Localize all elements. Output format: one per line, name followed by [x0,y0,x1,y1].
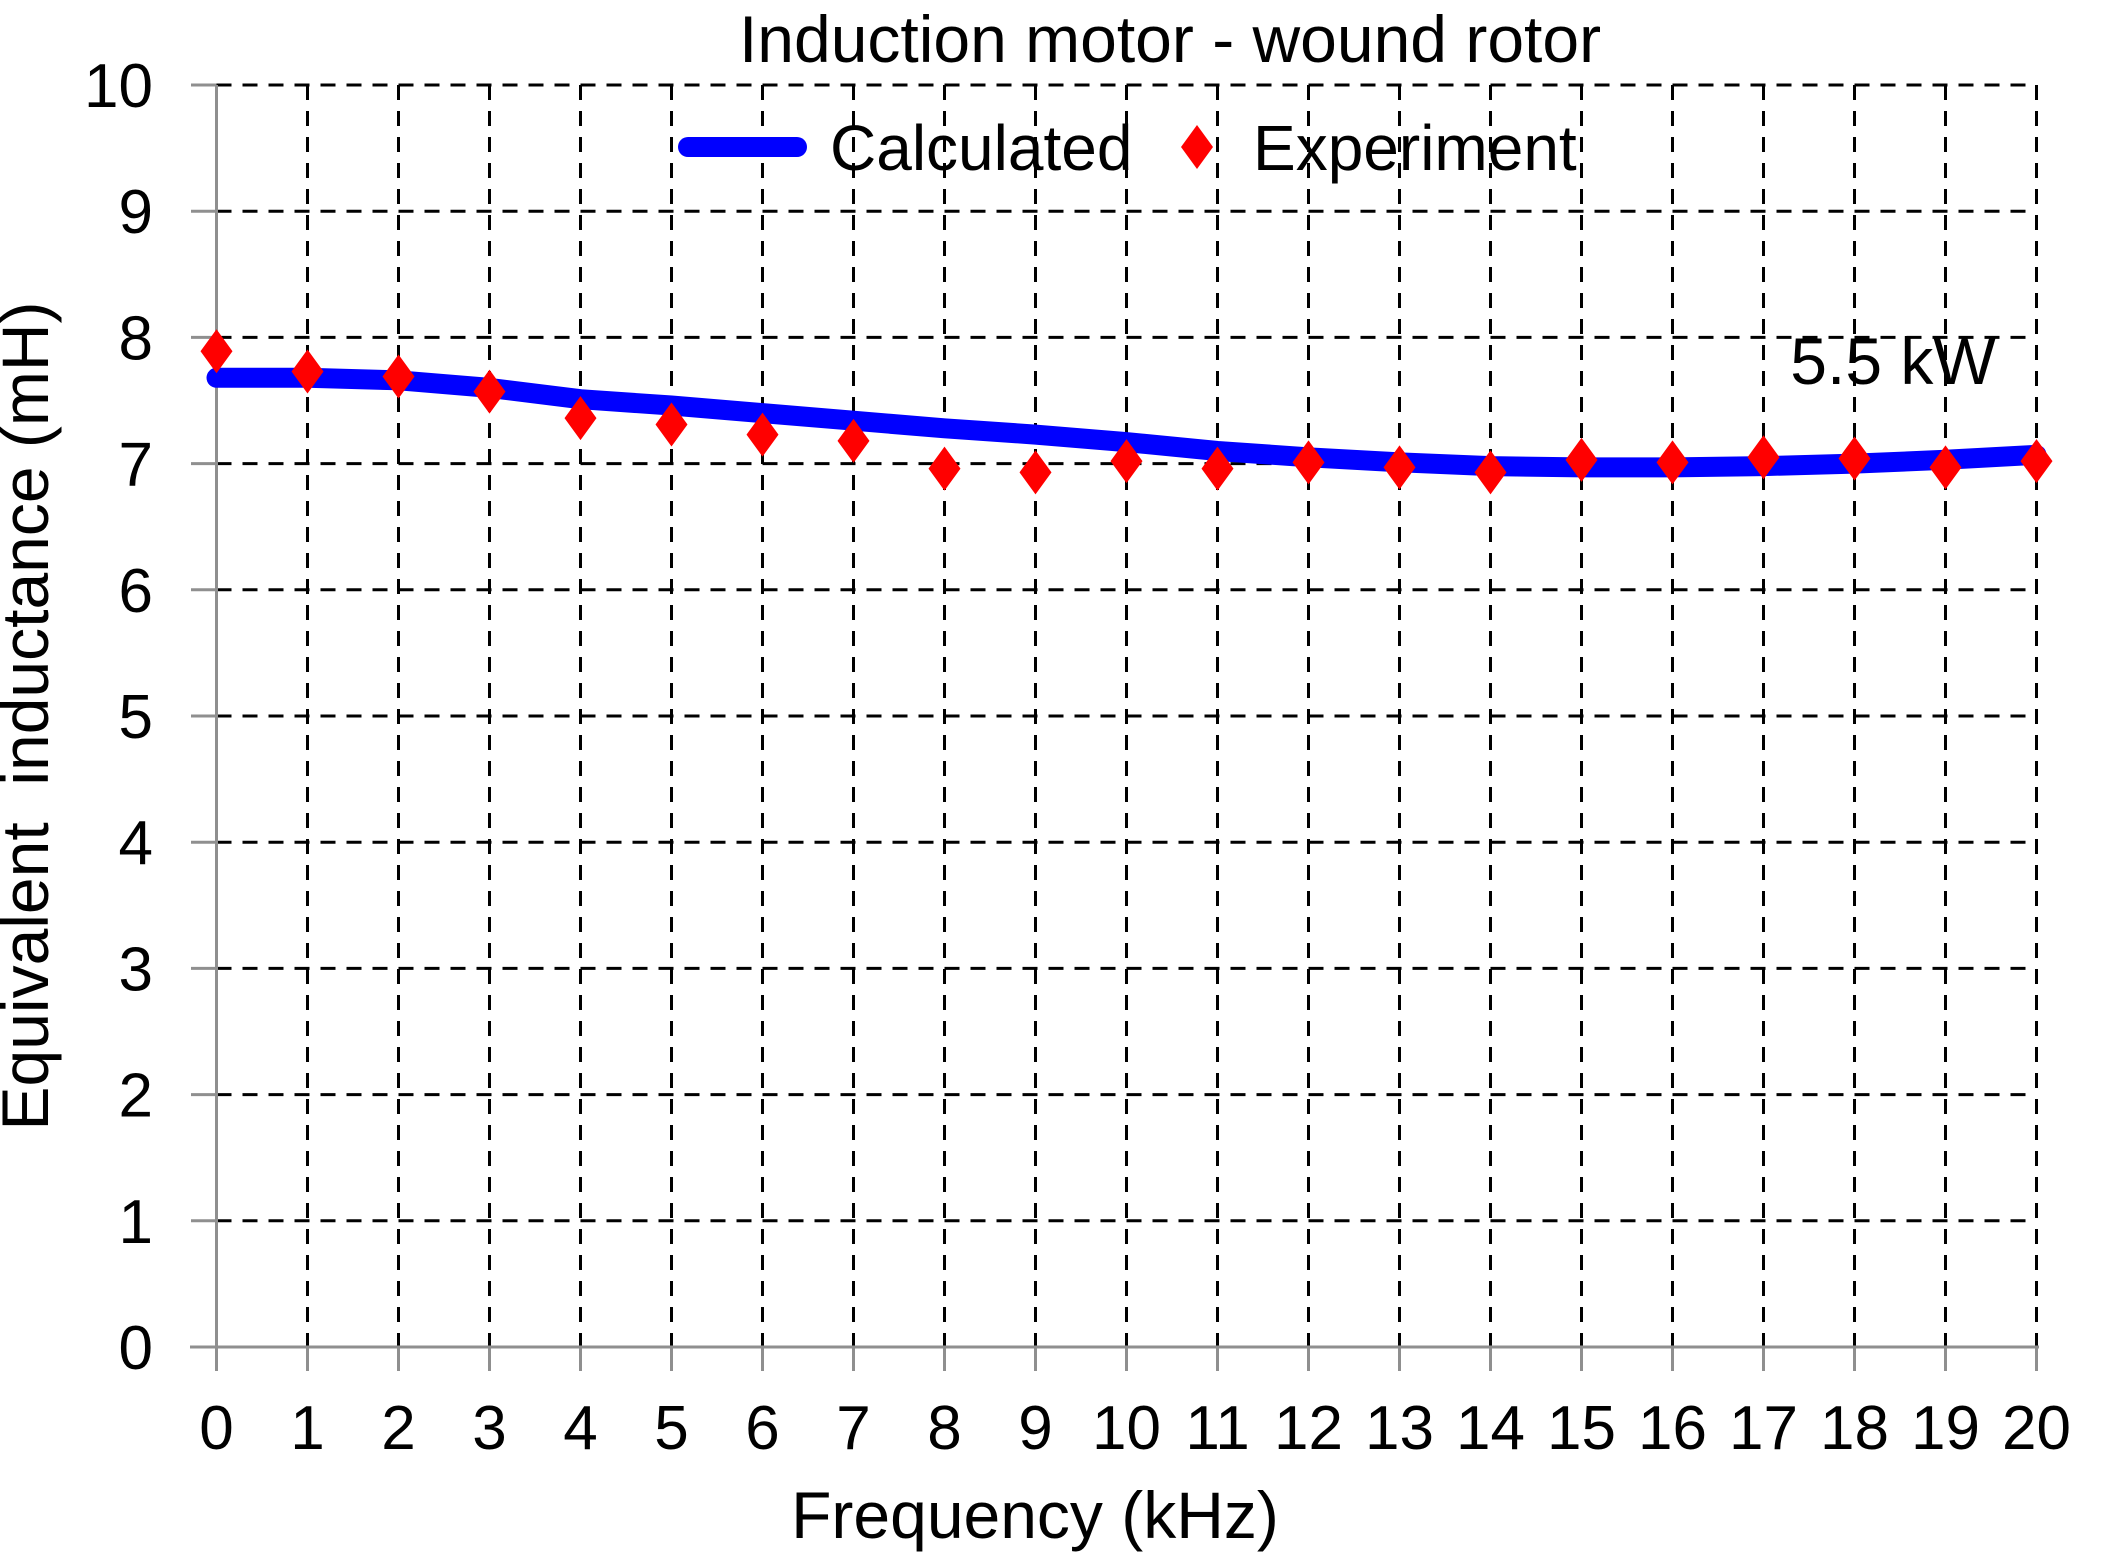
x-tick-label: 16 [1638,1394,1707,1463]
x-tick-label: 9 [1018,1394,1052,1463]
experiment-point [1383,445,1416,490]
x-tick-label: 20 [2002,1394,2071,1463]
experiment-point [655,402,688,447]
y-tick-label: 5 [119,683,153,752]
x-tick-label: 7 [836,1394,870,1463]
x-tick-label: 11 [1185,1394,1249,1463]
y-tick-label: 2 [119,1062,153,1131]
chart-title: Induction motor - wound rotor [739,2,1601,76]
legend-diamond-sample-icon [1181,125,1213,169]
x-tick-label: 13 [1365,1394,1434,1463]
experiment-point [837,418,870,463]
experiment-point [1656,440,1689,485]
experiment-point [291,349,324,394]
x-tick-label: 0 [199,1394,233,1463]
experiment-point [1747,435,1780,480]
data-series [200,329,2053,495]
y-tick-label: 10 [84,52,153,121]
y-tick-label: 1 [119,1188,153,1257]
x-tick-label: 3 [472,1394,506,1463]
tick-labels: 0 1 2 3 4 5 6 7 8 9 10 11 12 13 14 15 16 17 18 19 2001234567… [84,52,2071,1463]
x-tick-label: 10 [1092,1394,1161,1463]
y-tick-label: 7 [119,431,153,500]
experiment-point [1110,439,1143,484]
x-tick-label: 5 [654,1394,688,1463]
y-tick-label: 6 [119,557,153,626]
experiment-point [1019,450,1052,495]
experiment-point [1838,436,1871,481]
experiment-point [1292,440,1325,485]
experiment-point [1565,437,1598,482]
x-tick-label: 15 [1547,1394,1616,1463]
x-tick-label: 12 [1274,1394,1343,1463]
experiment-point [746,412,779,457]
y-tick-label: 4 [119,809,153,878]
power-annotation: 5.5 kW [1790,324,1996,398]
legend-label-experiment: Experiment [1253,112,1577,184]
experiment-point [564,396,597,441]
y-tick-label: 8 [119,304,153,373]
x-tick-label: 2 [381,1394,415,1463]
x-axis-label: Frequency (kHz) [791,1478,1279,1552]
experiment-point [382,354,415,399]
axes [190,83,2039,1371]
experiment-point [200,329,233,374]
x-tick-label: 19 [1911,1394,1980,1463]
legend-label-calculated: Calculated [830,112,1132,184]
x-tick-label: 6 [745,1394,779,1463]
x-tick-label: 1 [290,1394,324,1463]
legend: Calculated Experiment [678,112,1577,184]
experiment-point [1201,446,1234,491]
x-tick-label: 4 [563,1394,597,1463]
experiment-point [473,369,506,414]
experiment-point [2020,439,2053,484]
y-tick-label: 9 [119,178,153,247]
x-tick-label: 14 [1456,1394,1525,1463]
experiment-point [928,446,961,491]
x-tick-label: 18 [1820,1394,1889,1463]
y-tick-label: 3 [119,935,153,1004]
experiment-point [1929,445,1962,490]
x-tick-label: 8 [927,1394,961,1463]
experiment-point [1474,450,1507,495]
y-axis-label: Equivalent inductance (mH) [0,301,62,1130]
x-tick-label: 17 [1729,1394,1798,1463]
gridlines [216,83,2038,1347]
y-tick-label: 0 [119,1314,153,1383]
